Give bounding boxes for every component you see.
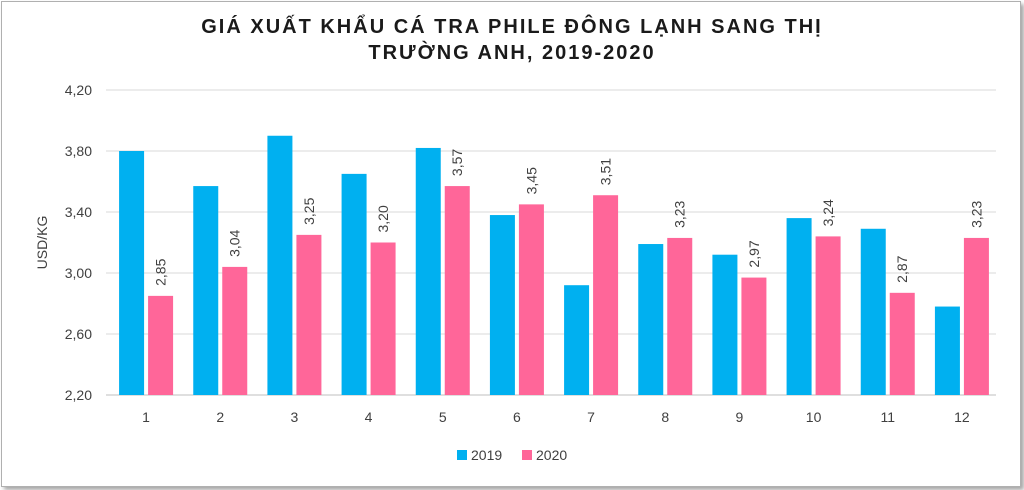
y-tick-label: 2,60 <box>65 326 92 342</box>
chart-title-line1: GIÁ XUẤT KHẨU CÁ TRA PHILE ĐÔNG LẠNH SAN… <box>201 16 823 38</box>
data-label: 3,23 <box>968 200 984 227</box>
chart-title: GIÁ XUẤT KHẨU CÁ TRA PHILE ĐÔNG LẠNH SAN… <box>0 14 1024 66</box>
y-axis-label: USD/KG <box>34 216 50 270</box>
data-label: 3,57 <box>449 149 465 176</box>
x-tick-label: 9 <box>736 409 744 425</box>
x-tick-label: 4 <box>365 409 373 425</box>
bar-2020-7 <box>593 195 619 395</box>
data-label: 3,04 <box>227 229 243 256</box>
data-label: 3,20 <box>375 205 391 232</box>
data-label: 3,24 <box>820 199 836 226</box>
y-tick-label: 4,20 <box>65 82 92 98</box>
legend-label: 2020 <box>536 447 567 463</box>
legend-swatch-2020 <box>522 450 532 460</box>
x-tick-label: 8 <box>661 409 669 425</box>
bar-2020-4 <box>370 242 396 395</box>
bar-2020-10 <box>815 236 841 395</box>
bar-2020-9 <box>741 277 767 395</box>
bar-2019-8 <box>638 244 664 395</box>
bar-2019-5 <box>415 147 441 395</box>
bar-2020-6 <box>518 204 544 395</box>
legend-label: 2019 <box>471 447 502 463</box>
y-tick-label: 3,00 <box>65 265 92 281</box>
bar-2019-11 <box>860 228 886 395</box>
data-label: 3,25 <box>301 197 317 224</box>
data-label: 2,87 <box>894 255 910 282</box>
bar-2019-10 <box>786 218 812 395</box>
bar-2019-12 <box>934 306 960 395</box>
y-tick-label: 3,80 <box>65 143 92 159</box>
data-label: 3,51 <box>598 158 614 185</box>
data-label: 3,45 <box>523 167 539 194</box>
x-tick-label: 12 <box>954 409 970 425</box>
data-label: 3,23 <box>672 200 688 227</box>
bar-2020-11 <box>889 292 915 395</box>
x-tick-label: 10 <box>806 409 822 425</box>
bar-2019-6 <box>489 215 515 395</box>
x-tick-label: 1 <box>142 409 150 425</box>
x-tick-label: 5 <box>439 409 447 425</box>
bar-2020-5 <box>444 186 470 395</box>
x-tick-label: 6 <box>513 409 521 425</box>
data-label: 2,85 <box>153 258 169 285</box>
bar-2020-8 <box>667 237 693 395</box>
legend-swatch-2019 <box>457 450 467 460</box>
x-tick-label: 2 <box>216 409 224 425</box>
data-label: 2,97 <box>746 240 762 267</box>
y-tick-label: 3,40 <box>65 204 92 220</box>
x-tick-label: 11 <box>880 409 895 425</box>
bar-2019-2 <box>193 186 219 395</box>
y-tick-label: 2,20 <box>65 387 92 403</box>
bar-2020-1 <box>148 295 174 395</box>
bar-2020-12 <box>963 237 989 395</box>
bar-2019-1 <box>119 151 145 395</box>
bar-2020-3 <box>296 234 322 395</box>
bar-2020-2 <box>222 266 248 395</box>
bar-2019-4 <box>341 173 367 395</box>
x-tick-label: 3 <box>291 409 299 425</box>
chart-title-line2: TRƯỜNG ANH, 2019-2020 <box>368 42 656 64</box>
bar-2019-9 <box>712 254 738 395</box>
bar-2019-3 <box>267 135 293 395</box>
bar-2019-7 <box>564 285 590 395</box>
x-tick-label: 7 <box>587 409 595 425</box>
